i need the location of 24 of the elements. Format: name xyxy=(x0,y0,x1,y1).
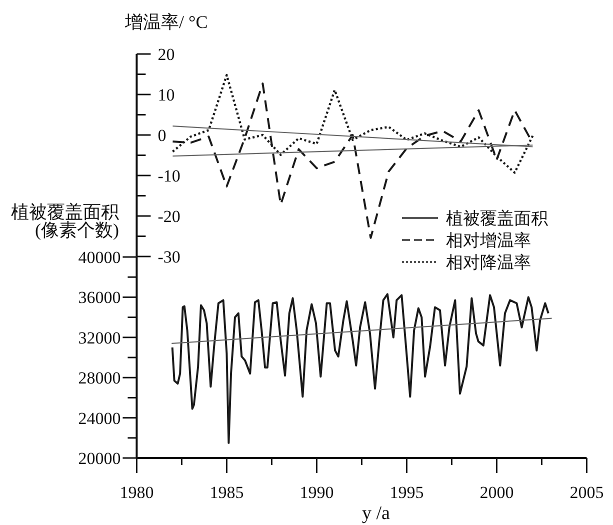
y-tick-label: -20 xyxy=(158,207,180,226)
x-tick-label: 1990 xyxy=(300,483,334,502)
legend-label: 相对增温率 xyxy=(446,231,531,250)
legend-label: 相对降温率 xyxy=(446,253,531,272)
y-tick-label: 32000 xyxy=(78,328,121,348)
y-tick-label: 40000 xyxy=(78,248,121,267)
x-tick-label: 2000 xyxy=(480,483,514,502)
x-tick-label: 1985 xyxy=(210,483,244,502)
text: 植被覆盖面积 xyxy=(446,209,548,228)
y-tick-label: 0 xyxy=(158,126,166,145)
y-axis-title: 增温率/ °C xyxy=(124,12,208,32)
x-tick-label: 1980 xyxy=(120,483,154,502)
y-tick-label: 36000 xyxy=(78,288,121,308)
x-axis-title: y /a xyxy=(362,503,391,524)
y-tick-label: 10 xyxy=(158,86,175,104)
y-tick-label: 28000 xyxy=(78,368,121,388)
y-tick-label: 24000 xyxy=(78,408,121,428)
y-tick-label: 20 xyxy=(158,45,175,64)
y-tick-label: -30 xyxy=(158,248,180,266)
x-tick-label: 1995 xyxy=(390,483,424,502)
x-tick-label: 2005 xyxy=(570,483,604,502)
y-axis-title: 植被覆盖面积 (像素个数) xyxy=(11,202,119,240)
y-tick-label: 20000 xyxy=(78,449,121,468)
y-tick-label: -10 xyxy=(158,166,180,186)
